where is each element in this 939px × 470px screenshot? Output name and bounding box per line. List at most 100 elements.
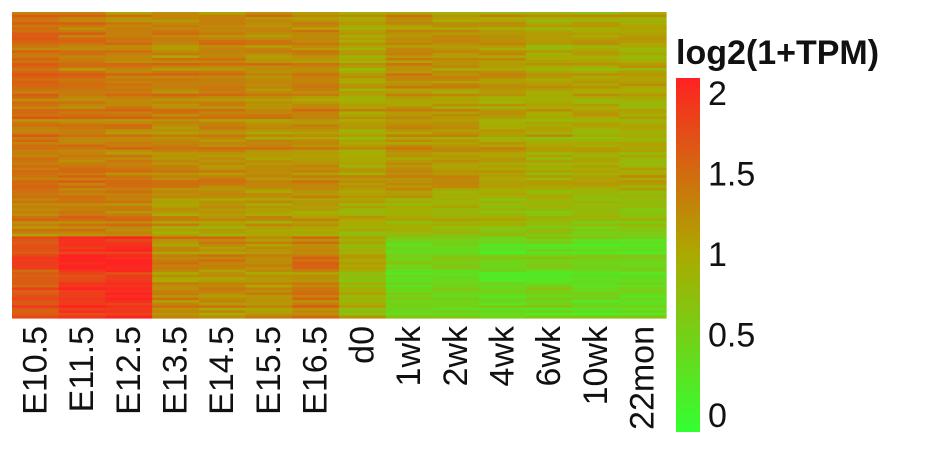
heatmap-cell bbox=[198, 264, 247, 268]
heatmap-cell bbox=[339, 279, 387, 283]
heatmap-cell bbox=[479, 131, 527, 135]
heatmap-cell bbox=[105, 91, 153, 95]
heatmap-cell bbox=[339, 80, 387, 84]
heatmap-cell bbox=[105, 45, 153, 49]
heatmap-cell bbox=[572, 114, 620, 118]
heatmap-cell bbox=[525, 244, 574, 248]
heatmap-cell bbox=[58, 83, 107, 87]
heatmap-cell bbox=[58, 52, 107, 56]
heatmap-cell bbox=[245, 198, 293, 202]
heatmap-cell bbox=[572, 259, 620, 263]
heatmap-cell bbox=[12, 60, 60, 64]
heatmap-cell bbox=[198, 165, 247, 169]
heatmap-cell bbox=[245, 152, 293, 156]
heatmap-cell bbox=[479, 124, 527, 128]
heatmap-cell bbox=[58, 165, 107, 169]
heatmap-cell bbox=[105, 213, 153, 217]
heatmap-cell bbox=[619, 180, 667, 184]
heatmap-cell bbox=[619, 251, 667, 255]
heatmap-cell bbox=[432, 210, 480, 215]
heatmap-cell bbox=[385, 193, 434, 197]
heatmap-cell bbox=[385, 269, 434, 273]
heatmap-cell bbox=[339, 195, 387, 199]
heatmap-cell bbox=[385, 65, 434, 69]
heatmap-cell bbox=[12, 27, 60, 31]
heatmap-cell bbox=[525, 101, 574, 105]
heatmap-cell bbox=[385, 305, 434, 309]
heatmap-cell bbox=[152, 277, 200, 281]
heatmap-cell bbox=[432, 177, 480, 181]
heatmap-cell bbox=[479, 165, 527, 169]
heatmap-cell bbox=[105, 287, 153, 291]
heatmap-cell bbox=[12, 111, 60, 115]
heatmap-cell bbox=[152, 45, 200, 49]
heatmap-cell bbox=[572, 29, 620, 33]
heatmap-cell bbox=[292, 185, 340, 189]
heatmap-cell bbox=[12, 193, 60, 197]
heatmap-cell bbox=[245, 175, 293, 179]
heatmap-cell bbox=[198, 93, 247, 97]
heatmap-cell bbox=[292, 17, 340, 21]
heatmap-cell bbox=[12, 22, 60, 26]
heatmap-cell bbox=[292, 40, 340, 44]
heatmap-cell bbox=[152, 19, 200, 23]
heatmap-cell bbox=[385, 114, 434, 118]
heatmap-cell bbox=[152, 182, 200, 186]
heatmap-cell bbox=[12, 272, 60, 276]
heatmap-cell bbox=[12, 310, 60, 314]
heatmap-cell bbox=[479, 60, 527, 64]
heatmap-cell bbox=[12, 55, 60, 59]
heatmap-cell bbox=[619, 75, 667, 79]
heatmap-cell bbox=[525, 267, 574, 271]
heatmap-cell bbox=[619, 152, 667, 156]
heatmap-cell bbox=[479, 208, 527, 212]
heatmap-cell bbox=[245, 14, 293, 18]
heatmap-cell bbox=[479, 119, 527, 123]
heatmap-cell bbox=[479, 190, 527, 194]
heatmap-cell bbox=[432, 170, 480, 174]
heatmap-cell bbox=[385, 249, 434, 253]
heatmap-cell bbox=[12, 88, 60, 92]
x-tick-label: 4wk bbox=[484, 325, 522, 386]
heatmap-cell bbox=[432, 24, 480, 28]
heatmap-cell bbox=[198, 142, 247, 146]
heatmap-cell bbox=[432, 73, 480, 77]
heatmap-cell bbox=[525, 213, 574, 217]
heatmap-cell bbox=[525, 162, 574, 166]
heatmap-cell bbox=[198, 249, 247, 253]
heatmap-cell bbox=[152, 177, 200, 181]
heatmap-cell bbox=[12, 208, 60, 212]
heatmap-cell bbox=[339, 249, 387, 253]
heatmap-cell bbox=[572, 221, 620, 225]
heatmap-cell bbox=[12, 159, 60, 164]
heatmap-cell bbox=[619, 96, 667, 100]
heatmap-cell bbox=[525, 116, 574, 120]
heatmap-cell bbox=[339, 24, 387, 28]
heatmap-cell bbox=[245, 312, 293, 317]
heatmap-cell bbox=[525, 284, 574, 288]
heatmap-cell bbox=[152, 65, 200, 69]
heatmap-cell bbox=[292, 103, 340, 107]
heatmap-cell bbox=[58, 32, 107, 36]
heatmap-cell bbox=[105, 233, 153, 237]
heatmap-cell bbox=[339, 198, 387, 202]
heatmap-cell bbox=[572, 32, 620, 36]
heatmap-cell bbox=[245, 279, 293, 283]
heatmap-cell bbox=[152, 241, 200, 245]
heatmap-cell bbox=[619, 254, 667, 258]
heatmap-cell bbox=[572, 277, 620, 281]
heatmap-cell bbox=[339, 193, 387, 197]
heatmap-cell bbox=[292, 111, 340, 115]
heatmap-cell bbox=[619, 210, 667, 215]
heatmap-cell bbox=[572, 170, 620, 174]
heatmap-cell bbox=[105, 295, 153, 299]
x-tick-label: 10wk bbox=[577, 325, 615, 405]
heatmap-cell bbox=[245, 170, 293, 174]
heatmap-cell bbox=[479, 244, 527, 248]
heatmap-cell bbox=[198, 216, 247, 220]
legend-tick-label: 0.5 bbox=[708, 317, 755, 355]
heatmap-cell bbox=[572, 182, 620, 186]
heatmap-cell bbox=[339, 57, 387, 62]
heatmap-cell bbox=[619, 22, 667, 26]
heatmap-cell bbox=[245, 88, 293, 92]
